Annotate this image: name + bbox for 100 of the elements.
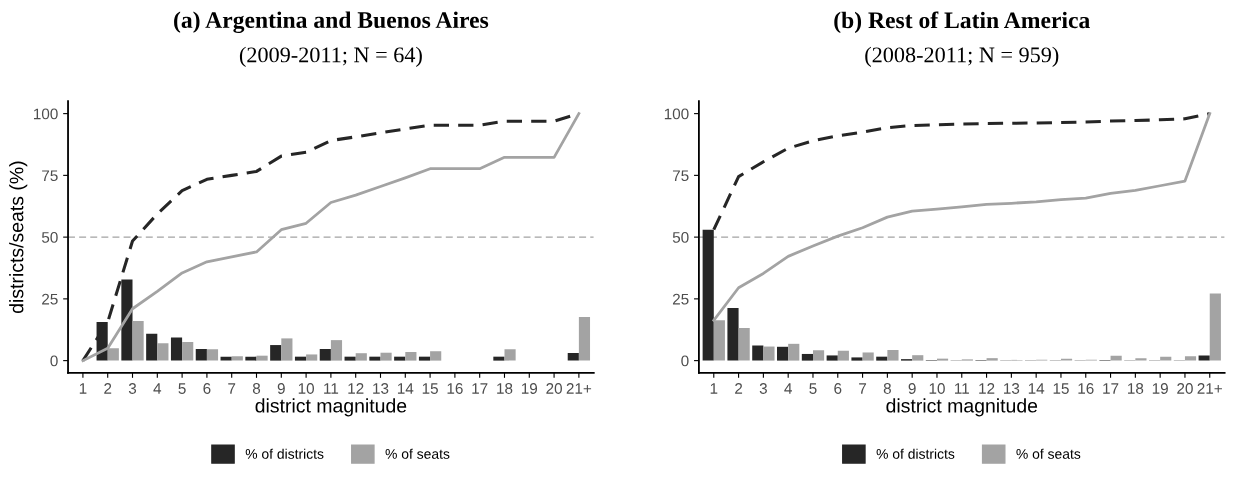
x-tick-label: 11: [955, 383, 969, 394]
x-tick-label: 6: [203, 383, 211, 394]
x-tick-label: 14: [397, 383, 414, 394]
bar: [801, 353, 813, 361]
y-tick-label: 50: [41, 231, 58, 243]
bar: [504, 349, 516, 361]
bar: [876, 356, 888, 361]
bar: [294, 356, 307, 361]
x-tick-label: 16: [1078, 383, 1094, 394]
x-tick-label: 20: [1177, 383, 1193, 394]
bar: [430, 351, 442, 361]
legend-label: % of seats: [385, 448, 450, 459]
y-tick-label: 50: [672, 231, 689, 243]
bar: [826, 355, 838, 361]
x-tick-label: 13: [1004, 383, 1020, 394]
bar: [206, 349, 219, 361]
x-tick-label: 19: [1152, 383, 1168, 394]
bar: [727, 308, 739, 361]
bar: [777, 346, 789, 361]
x-tick-label: 15: [422, 383, 438, 394]
x-tick-label: 7: [859, 383, 867, 394]
bar: [380, 352, 392, 361]
x-tick-label: 8: [252, 383, 261, 394]
bar: [270, 345, 282, 361]
bar: [306, 354, 318, 361]
x-tick-label: 10: [298, 383, 314, 394]
x-tick-label: 4: [153, 383, 162, 394]
bar: [1110, 355, 1122, 361]
bar: [369, 356, 381, 361]
bar: [394, 356, 406, 361]
x-tick-label: 15: [1053, 383, 1069, 394]
y-tick-label: 25: [42, 293, 58, 305]
x-tick-label: 19: [521, 383, 538, 394]
x-tick-label: 9: [908, 383, 916, 394]
bar: [330, 340, 343, 361]
x-tick-label: 17: [472, 383, 488, 394]
x-tick-label: 17: [1103, 383, 1119, 394]
bar: [170, 337, 183, 361]
x-tick-label: 18: [497, 383, 513, 394]
x-tick-label: 21+: [566, 383, 592, 394]
bar: [738, 328, 750, 361]
bar: [567, 352, 579, 361]
y-axis-title: districts/seats (%): [9, 161, 28, 314]
bar: [812, 350, 825, 361]
bar: [245, 356, 257, 361]
bar: [912, 355, 924, 361]
x-tick-label: 2: [735, 383, 743, 394]
bar: [578, 316, 591, 361]
chart-subtitle: (2008-2011; N = 959): [865, 46, 1059, 67]
legend-label: % of seats: [1016, 448, 1081, 459]
x-tick-label: 6: [834, 383, 842, 394]
y-tick-label: 75: [672, 170, 689, 182]
y-tick-label: 25: [672, 293, 689, 305]
x-tick-label: 11: [324, 383, 339, 394]
bar: [405, 351, 417, 361]
bar: [344, 356, 356, 361]
y-tick-label: 0: [681, 355, 689, 367]
x-tick-label: 3: [128, 383, 137, 394]
x-tick-label: 2: [104, 383, 112, 394]
bar: [195, 349, 207, 361]
x-axis-title: district magnitude: [255, 398, 407, 417]
bar: [146, 333, 158, 361]
bar: [182, 342, 194, 361]
bar: [157, 343, 169, 361]
bar: [851, 357, 863, 361]
x-tick-label: 21+: [1197, 383, 1222, 394]
bar: [837, 350, 849, 361]
x-tick-label: 20: [546, 383, 562, 394]
bar: [256, 355, 268, 361]
x-tick-label: 7: [228, 383, 236, 394]
bar: [752, 345, 764, 361]
bar: [493, 356, 505, 361]
y-tick-label: 0: [50, 355, 58, 367]
legend-label: % of districts: [245, 448, 324, 459]
x-tick-label: 12: [348, 383, 364, 394]
chart-title: (a) Argentina and Buenos Aires: [174, 11, 489, 34]
bar: [986, 358, 998, 361]
bar: [763, 346, 775, 361]
x-tick-label: 18: [1128, 383, 1144, 394]
x-tick-label: 9: [277, 383, 285, 394]
chart-subtitle: (2009-2011; N = 64): [239, 46, 422, 67]
bar: [788, 343, 800, 361]
x-tick-label: 14: [1028, 383, 1045, 394]
y-tick-label: 75: [42, 170, 58, 182]
x-tick-label: 1: [79, 383, 87, 394]
y-tick-label: 100: [664, 108, 689, 120]
x-tick-label: 8: [883, 383, 891, 394]
bar: [1209, 293, 1221, 361]
bar: [1135, 358, 1147, 361]
chart-title: (b) Rest of Latin America: [834, 11, 1090, 34]
bar: [281, 338, 293, 361]
y-tick-label: 100: [33, 108, 58, 120]
bar: [887, 350, 899, 361]
bar: [132, 321, 144, 361]
bar: [319, 349, 331, 361]
bar: [1184, 356, 1197, 361]
x-tick-label: 5: [809, 383, 817, 394]
bar: [355, 353, 367, 361]
bar: [418, 356, 431, 361]
x-axis-title: district magnitude: [886, 398, 1038, 417]
